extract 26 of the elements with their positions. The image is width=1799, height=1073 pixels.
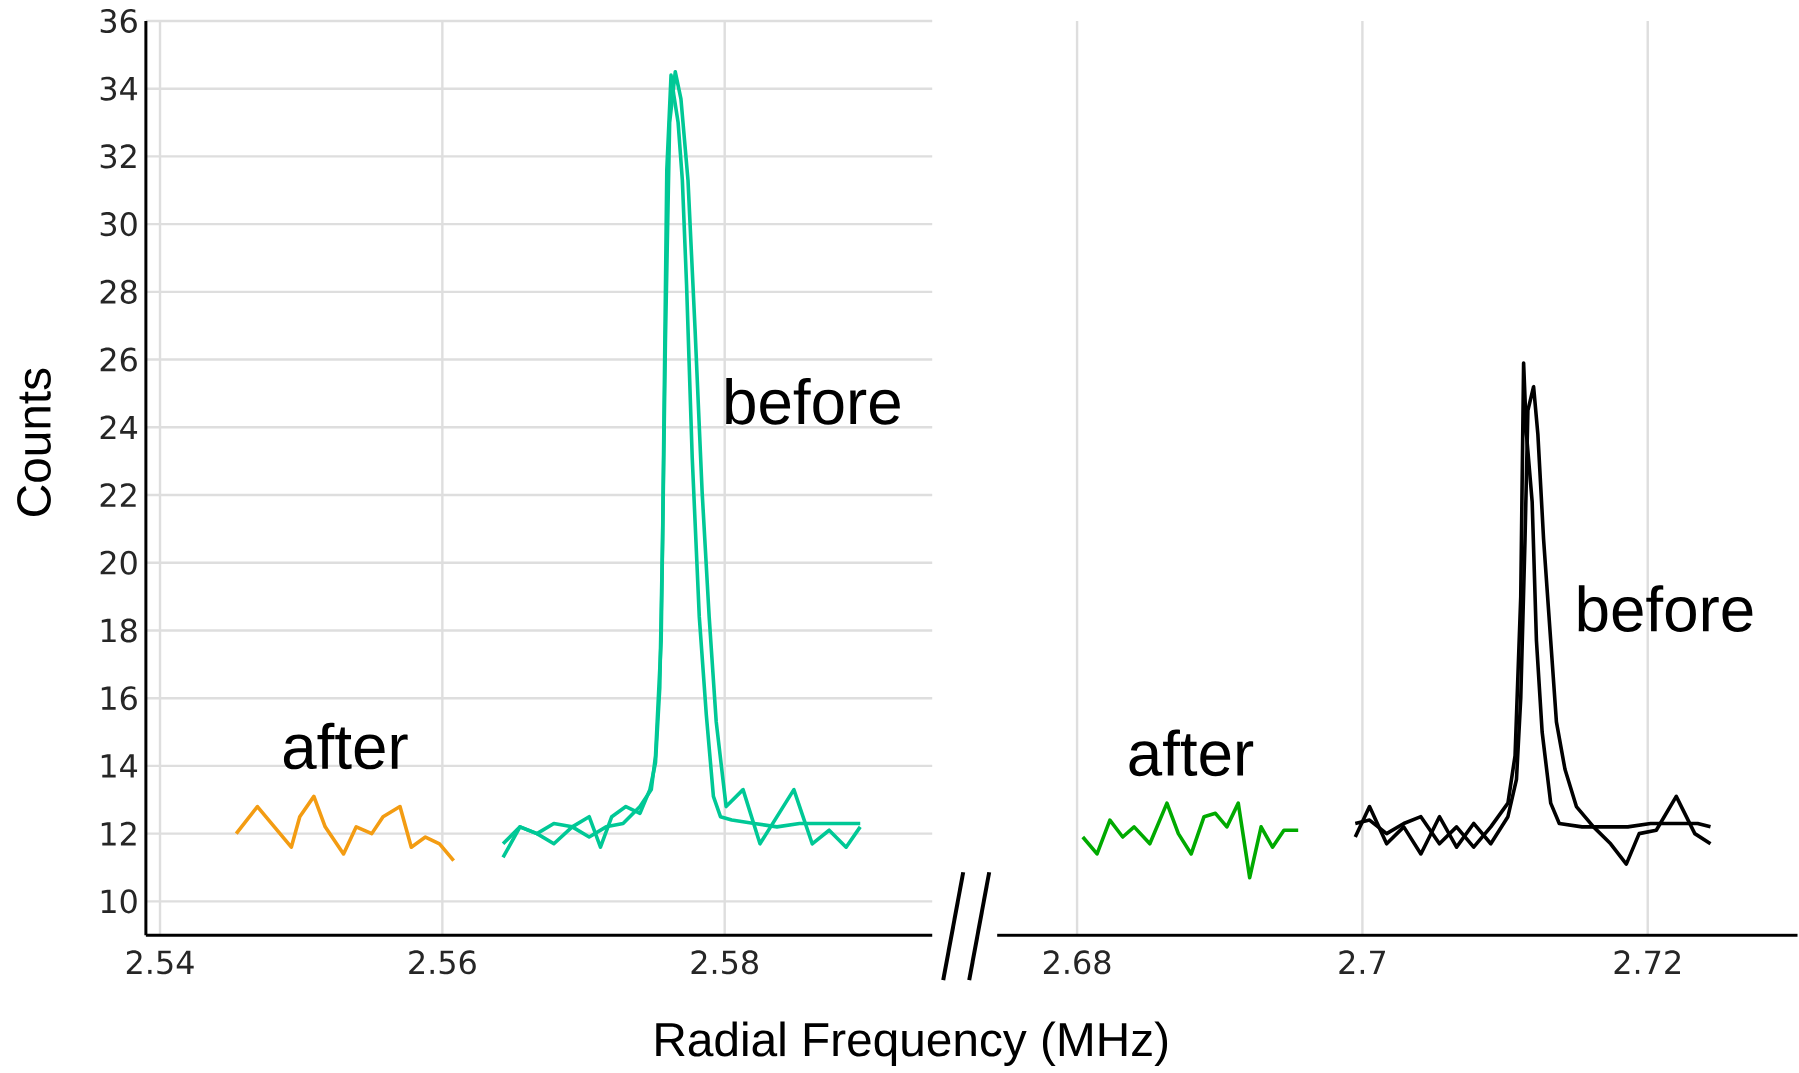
y-tick-label: 36 — [100, 9, 137, 34]
y-tick-label: 12 — [101, 821, 136, 846]
x-tick-label: 2.72 — [1614, 950, 1680, 975]
y-tick-label: 18 — [101, 618, 137, 643]
y-tick-label: 26 — [100, 347, 137, 372]
y-tick-label: 20 — [100, 550, 137, 575]
series-label: after — [283, 722, 408, 770]
x-tick-label: 2.68 — [1043, 950, 1111, 975]
x-tick-label: 2.56 — [409, 950, 476, 975]
y-tick-label: 30 — [100, 212, 137, 237]
series-label: before — [726, 378, 900, 425]
y-tick-label: 14 — [101, 754, 138, 778]
y-tick-label: 34 — [100, 76, 138, 101]
y-tick-label: 32 — [100, 144, 136, 169]
y-axis-title: Counts — [17, 368, 51, 517]
series-label: after — [1129, 729, 1254, 777]
series-label: before — [1578, 585, 1753, 633]
x-tick-label: 2.58 — [691, 950, 758, 975]
x-tick-label: 2.7 — [1339, 950, 1385, 975]
x-axis-title: Radial Frequency (MHz) — [656, 1021, 1168, 1067]
y-tick-label: 10 — [101, 889, 137, 914]
x-tick-label: 2.54 — [126, 950, 194, 975]
y-tick-label: 24 — [100, 415, 138, 440]
y-tick-label: 28 — [100, 279, 137, 305]
y-tick-label: 22 — [100, 483, 136, 508]
y-tick-label: 16 — [101, 686, 137, 711]
